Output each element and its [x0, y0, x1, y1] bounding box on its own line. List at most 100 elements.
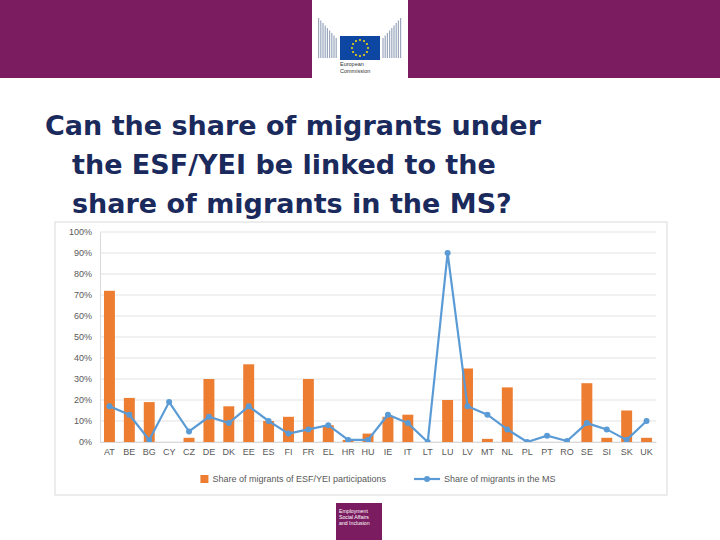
marker [186, 429, 192, 435]
x-tick-label: LV [462, 447, 472, 457]
x-tick: CZ [183, 442, 195, 457]
x-tick: BG [143, 442, 156, 457]
bar [482, 439, 493, 442]
x-tick-label: MT [481, 447, 494, 457]
logo-star [351, 47, 353, 49]
y-tick-label: 80% [74, 269, 92, 279]
x-tick-label: PL [522, 447, 533, 457]
x-tick-label: BG [143, 447, 156, 457]
y-tick-label: 20% [74, 395, 92, 405]
x-tick: FI [284, 442, 292, 457]
y-tick-label: 70% [74, 290, 92, 300]
x-tick: AT [104, 442, 115, 457]
x-tick: LU [442, 442, 454, 457]
logo-star [359, 39, 361, 41]
legend-item: Share of migrants in the MS [414, 474, 556, 484]
marker [285, 431, 291, 437]
logo-text: Commission [340, 68, 370, 74]
line [109, 253, 646, 442]
x-tick: HR [342, 442, 355, 457]
bar [184, 438, 195, 442]
x-tick: HU [362, 442, 375, 457]
x-tick: EL [323, 442, 334, 457]
x-axis-line [101, 442, 657, 443]
logo-stripe [331, 33, 332, 58]
logo-panel [312, 0, 408, 78]
bar [283, 417, 294, 442]
logo-stripe [396, 23, 397, 58]
logo-star [363, 40, 365, 42]
x-tick: SI [603, 442, 612, 457]
logo-stripe [389, 31, 390, 59]
x-tick: PT [541, 442, 553, 457]
header-logo: EuropeanCommission [312, 0, 408, 78]
y-tick: 10% [74, 416, 100, 426]
x-tick-label: SK [621, 447, 633, 457]
footer-logo-box [336, 503, 382, 540]
x-tick: UK [640, 442, 653, 457]
bar [104, 291, 115, 442]
legend: Share of migrants of ESF/YEI participati… [200, 474, 555, 484]
header-banner [0, 0, 720, 78]
bar [243, 364, 254, 442]
marker [524, 439, 530, 442]
logo-stripe [391, 28, 392, 58]
title: Can the share of migrants underthe ESF/Y… [45, 110, 542, 219]
marker [425, 439, 431, 442]
x-tick-label: HR [342, 447, 355, 457]
plot-marks [104, 250, 652, 442]
logo-star [366, 51, 368, 53]
x-tick-label: FI [284, 447, 292, 457]
logo-flag [340, 36, 380, 60]
x-tick-label: AT [104, 447, 115, 457]
grid-line [100, 295, 656, 296]
marker [166, 399, 172, 405]
logo-stripe [333, 36, 334, 59]
logo-stripe [400, 18, 401, 58]
grid-line [100, 337, 656, 338]
marker [305, 426, 311, 432]
x-tick-label: UK [640, 447, 653, 457]
x-tick: FR [302, 442, 314, 457]
title-line: Can the share of migrants under [45, 110, 542, 141]
marker [584, 420, 590, 426]
footer-logo: EmploymentSocial Affairsand Inclusion [336, 503, 382, 540]
marker [106, 403, 112, 409]
y-tick-label: 90% [74, 248, 92, 258]
y-tick: 30% [74, 374, 100, 384]
x-tick-label: RO [560, 447, 574, 457]
y-tick-label: 40% [74, 353, 92, 363]
logo-star [355, 54, 357, 56]
x-tick: BE [123, 442, 135, 457]
y-tick: 50% [74, 332, 100, 342]
marker [405, 420, 411, 426]
chart-frame [55, 222, 667, 495]
logo-stripe [327, 28, 328, 58]
marker [266, 418, 272, 424]
bar [542, 442, 553, 443]
bar [303, 379, 314, 442]
x-tick-label: HU [362, 447, 375, 457]
y-tick-label: 100% [69, 227, 92, 237]
bar [442, 400, 453, 442]
logo-star [359, 55, 361, 57]
x-tick: SE [581, 442, 593, 457]
y-tick: 80% [74, 269, 100, 279]
logo-stripe [320, 21, 321, 59]
bar [164, 442, 175, 443]
legend-label: Share of migrants in the MS [444, 474, 556, 484]
marker [445, 250, 451, 256]
y-tick-label: 30% [74, 374, 92, 384]
marker [564, 438, 570, 442]
marker [206, 414, 212, 420]
logo-stripe [393, 26, 394, 59]
bar [223, 406, 234, 442]
bar [203, 379, 214, 442]
slide: EuropeanCommission Can the share of migra… [0, 0, 720, 540]
marker [126, 412, 132, 418]
legend-swatch [200, 475, 208, 483]
x-tick-label: NL [502, 447, 514, 457]
x-tick-label: PT [541, 447, 553, 457]
marker [644, 418, 650, 424]
logo-stripe [398, 21, 399, 59]
